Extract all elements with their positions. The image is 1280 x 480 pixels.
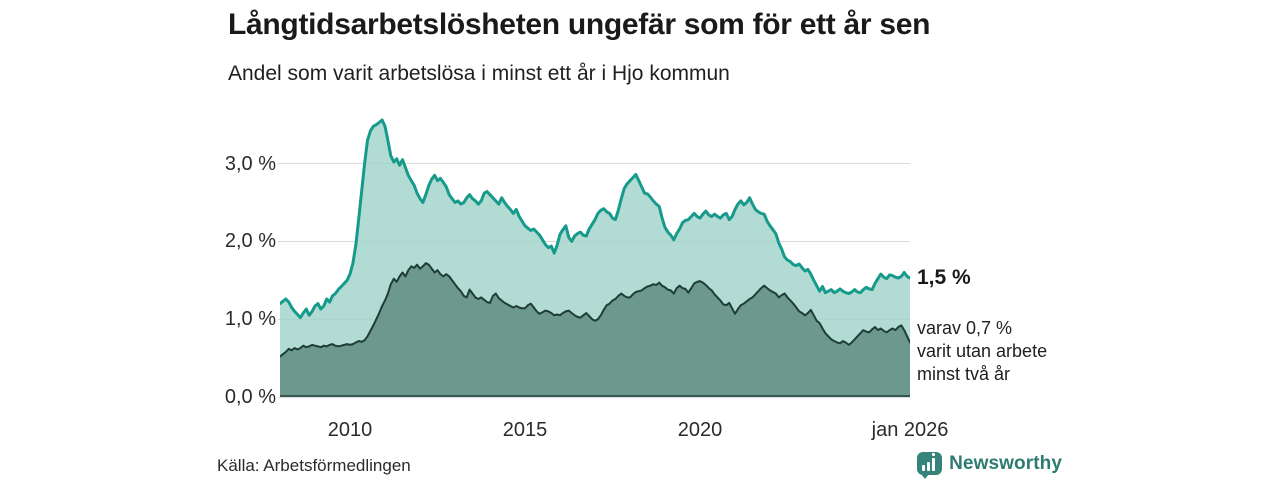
y-tick-label: 0,0 %: [224, 386, 276, 408]
gridline: [278, 163, 910, 165]
total-end-label: 1,5 %: [917, 266, 971, 289]
source-note: Källa: Arbetsförmedlingen: [217, 456, 411, 475]
y-tick-label: 1,0 %: [224, 308, 276, 331]
page-title: Långtidsarbetslösheten ungefär som för e…: [228, 8, 931, 41]
y-tick-label: 2,0 %: [224, 230, 276, 253]
x-tick-label: jan 2026: [871, 419, 949, 441]
subset-end-label-line: varit utan arbete: [917, 341, 1048, 361]
y-tick-label: 3,0 %: [224, 152, 276, 175]
x-tick-label: 2020: [677, 419, 723, 441]
newsworthy-logo[interactable]: Newsworthy: [917, 450, 1062, 479]
x-tick-label: 2010: [327, 419, 373, 441]
total-line: [280, 118, 910, 320]
newsworthy-wordmark: Newsworthy: [949, 453, 1062, 474]
x-tick-label: 2015: [502, 419, 548, 441]
subset-end-label-line: varav 0,7 %: [917, 318, 1013, 338]
plot-area: [280, 118, 910, 397]
subset-end-label-line: minst två år: [917, 364, 1011, 384]
page-subtitle: Andel som varit arbetslösa i minst ett å…: [228, 62, 730, 85]
subset-area-series: [280, 263, 910, 397]
subset-end-label: varav 0,7 % varit utan arbete minst två år: [917, 317, 1077, 386]
newsworthy-bars-icon: [917, 451, 943, 479]
subset-line: [280, 262, 910, 358]
